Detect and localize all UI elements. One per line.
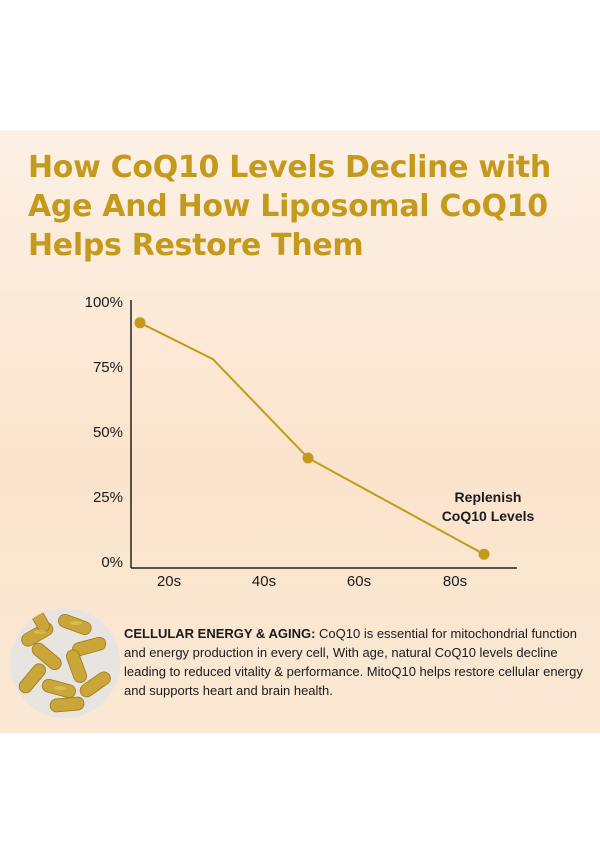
y-tick-label: 75% <box>93 359 123 376</box>
annotation-line: Replenish <box>455 489 522 505</box>
x-tick-label: 20s <box>157 573 181 590</box>
title-line: Age And How Liposomal CoQ10 <box>28 189 548 224</box>
y-axis-ticks: 100% 75% 50% 25% 0% <box>85 294 123 571</box>
data-point <box>302 452 314 464</box>
title-line: Helps Restore Them <box>28 228 364 263</box>
y-tick-label: 100% <box>85 294 123 311</box>
series-line <box>139 321 485 556</box>
x-tick-label: 40s <box>252 573 276 590</box>
decline-chart: 100% 75% 50% 25% 0% 20s 40s 60s 80s Replenish Co… <box>85 294 535 590</box>
annotation-line: CoQ10 Levels <box>442 508 535 524</box>
y-tick-label: 50% <box>93 424 123 441</box>
x-tick-label: 80s <box>443 573 467 590</box>
y-tick-label: 25% <box>93 489 123 506</box>
caption-body: CoQ10 is essential for mitochondrial fun… <box>124 626 583 698</box>
y-tick-label: 0% <box>101 554 123 571</box>
title-line: How CoQ10 Levels Decline with <box>28 150 551 185</box>
caption-heading: CELLULAR ENERGY & AGING: <box>124 626 316 641</box>
page-title: How CoQ10 Levels Decline with Age And Ho… <box>28 148 568 265</box>
annotation: Replenish CoQ10 Levels <box>442 489 535 524</box>
x-tick-label: 60s <box>347 573 371 590</box>
series-markers <box>134 317 490 560</box>
caption: CELLULAR ENERGY & AGING: CoQ10 is essent… <box>124 624 594 700</box>
data-point <box>478 548 490 560</box>
x-axis-ticks: 20s 40s 60s 80s <box>157 573 467 590</box>
capsules-photo <box>10 608 120 718</box>
data-point <box>134 317 146 329</box>
